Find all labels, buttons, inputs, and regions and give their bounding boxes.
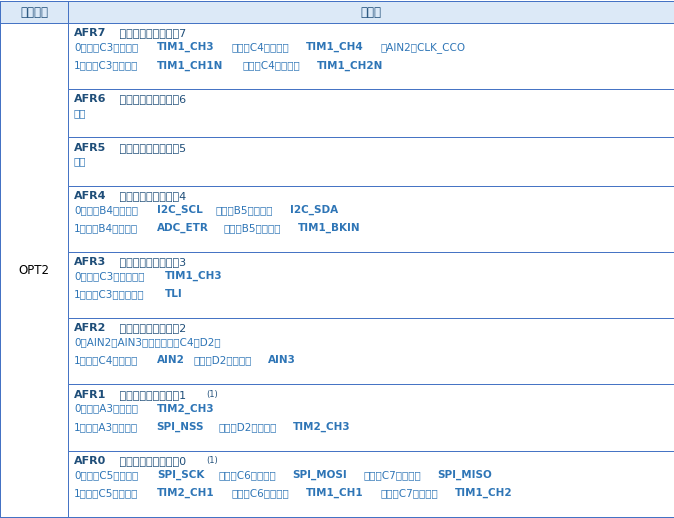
Text: 说　明: 说 明 [361, 6, 381, 19]
Text: ，端口C4复用功能: ，端口C4复用功能 [243, 61, 301, 70]
Bar [68, 137, 674, 185]
Text: TIM2_CH1: TIM2_CH1 [157, 488, 215, 498]
Text: TIM1_CH3: TIM1_CH3 [165, 271, 222, 281]
Text: I2C_SCL: I2C_SCL [156, 205, 202, 215]
Text: TIM1_CH3: TIM1_CH3 [157, 42, 214, 52]
Text: OPT2: OPT2 [18, 264, 49, 277]
Text: (1): (1) [206, 390, 218, 398]
Bar [68, 1, 674, 23]
Text: 复用功能重映射选项2: 复用功能重映射选项2 [116, 323, 186, 333]
Text: ，端口C7复用功能: ，端口C7复用功能 [380, 488, 438, 498]
Bar [68, 318, 674, 384]
Text: 保留: 保留 [74, 108, 86, 119]
Text: TIM1_BKIN: TIM1_BKIN [298, 223, 361, 233]
Text: SPI_NSS: SPI_NSS [157, 422, 204, 432]
Bar [68, 185, 674, 252]
Text: 复用功能重映射选项6: 复用功能重映射选项6 [116, 94, 186, 105]
Text: AIN2: AIN2 [157, 355, 185, 366]
Text: TIM1_CH4: TIM1_CH4 [306, 42, 363, 52]
Bar [68, 451, 674, 517]
Text: 1：端口C4复用功能: 1：端口C4复用功能 [74, 355, 138, 366]
Text: AFR1: AFR1 [74, 390, 106, 399]
Text: 复用功能重映射选项1: 复用功能重映射选项1 [116, 390, 186, 399]
Bar [68, 89, 674, 137]
Text: AFR2: AFR2 [74, 323, 106, 333]
Text: TIM2_CH3: TIM2_CH3 [156, 404, 214, 414]
Text: TIM2_CH3: TIM2_CH3 [293, 422, 351, 432]
Text: ，端口B5复用功能: ，端口B5复用功能 [216, 205, 273, 214]
Text: 1：端口B4复用功能: 1：端口B4复用功能 [74, 223, 138, 233]
Text: 1：端口A3复用功能: 1：端口A3复用功能 [74, 422, 138, 432]
Bar [0, 1, 68, 23]
Text: TIM1_CH1N: TIM1_CH1N [157, 61, 224, 70]
Text: SPI_MISO: SPI_MISO [437, 470, 493, 480]
Text: 1：端口C3复用功能: 1：端口C3复用功能 [74, 61, 138, 70]
Text: ，端口C7复用功能: ，端口C7复用功能 [363, 470, 421, 480]
Text: ADC_ETR: ADC_ETR [157, 223, 209, 233]
Text: AFR0: AFR0 [74, 456, 106, 466]
Bar [68, 384, 674, 451]
Bar [68, 252, 674, 318]
Text: SPI_MOSI: SPI_MOSI [293, 470, 347, 480]
Text: 复用功能重映射选项3: 复用功能重映射选项3 [116, 257, 186, 267]
Text: AFR4: AFR4 [74, 191, 106, 200]
Text: ，端口C4复用功能: ，端口C4复用功能 [231, 42, 289, 52]
Text: TLI: TLI [165, 289, 183, 299]
Text: AIN3: AIN3 [268, 355, 297, 366]
Text: ，端口C6复用功能: ，端口C6复用功能 [218, 470, 276, 480]
Text: 复用功能重映射选项5: 复用功能重映射选项5 [116, 142, 186, 153]
Text: ，端口B5复用功能: ，端口B5复用功能 [224, 223, 281, 233]
Bar [0, 23, 68, 517]
Text: 复用功能重映射选项4: 复用功能重映射选项4 [116, 191, 186, 200]
Text: (1): (1) [206, 456, 218, 465]
Text: 0：端口C5复用功能: 0：端口C5复用功能 [74, 470, 138, 480]
Text: 0：端口A3复用功能: 0：端口A3复用功能 [74, 404, 138, 413]
Text: ，端口D2复用功能: ，端口D2复用功能 [193, 355, 251, 366]
Text: 1：端口C3复用功能为: 1：端口C3复用功能为 [74, 289, 145, 299]
Text: 0：端口C3复用功能为: 0：端口C3复用功能为 [74, 271, 144, 281]
Text: AFR5: AFR5 [74, 142, 106, 153]
Text: I2C_SDA: I2C_SDA [290, 205, 338, 215]
Text: TIM1_CH1: TIM1_CH1 [306, 488, 363, 498]
Text: 复用功能重映射选项0: 复用功能重映射选项0 [116, 456, 186, 466]
Text: ，端口C6复用功能: ，端口C6复用功能 [231, 488, 289, 498]
Text: ，端口D2复用功能: ，端口D2复用功能 [218, 422, 276, 432]
Text: 、AIN2或CLK_CCO: 、AIN2或CLK_CCO [380, 42, 466, 53]
Text: SPI_SCK: SPI_SCK [157, 470, 204, 480]
Text: 选项字节: 选项字节 [20, 6, 48, 19]
Text: 复用功能重映射选项7: 复用功能重映射选项7 [116, 28, 186, 38]
Text: AFR3: AFR3 [74, 257, 106, 267]
Text: 0：端口B4复用功能: 0：端口B4复用功能 [74, 205, 138, 214]
Text: 0：端口C3复用功能: 0：端口C3复用功能 [74, 42, 138, 52]
Text: AFR6: AFR6 [74, 94, 106, 105]
Text: TIM1_CH2: TIM1_CH2 [455, 488, 512, 498]
Text: AFR7: AFR7 [74, 28, 106, 38]
Text: TIM1_CH2N: TIM1_CH2N [317, 61, 384, 70]
Text: 保留: 保留 [74, 156, 86, 167]
Text: 0：AIN2和AIN3不映射在端口C4和D2上: 0：AIN2和AIN3不映射在端口C4和D2上 [74, 337, 220, 347]
Text: 1：端口C5复用功能: 1：端口C5复用功能 [74, 488, 138, 498]
Bar [68, 23, 674, 89]
